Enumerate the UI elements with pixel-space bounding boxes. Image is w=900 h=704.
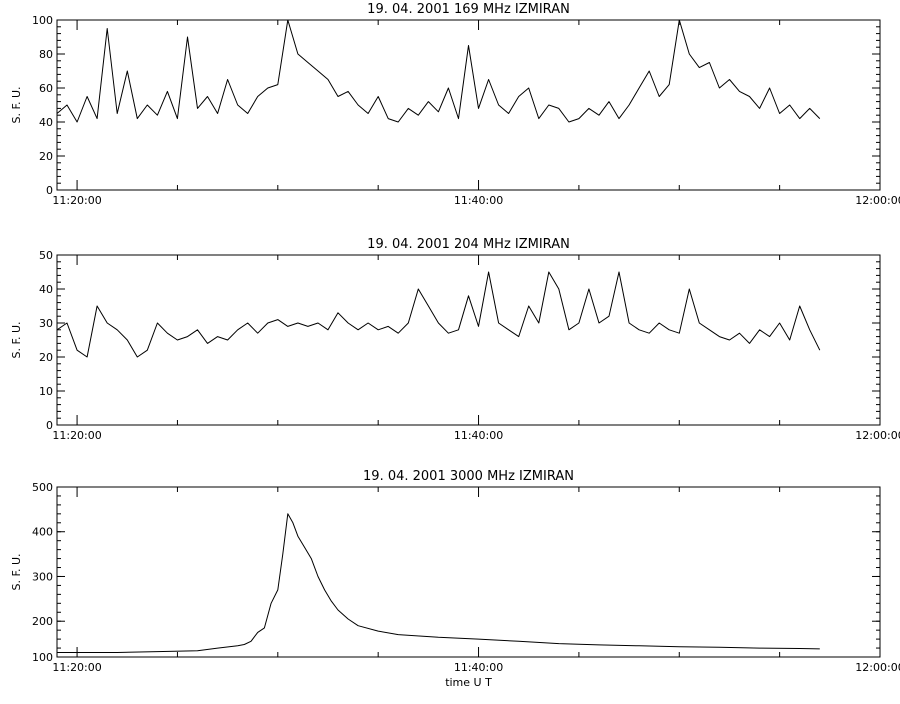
chart-panel-3: 19. 04. 2001 3000 MHz IZMIRAN S. F. U. 100… [10, 469, 900, 689]
y-tick-label: 10 [39, 385, 53, 398]
y-axis-label: S. F. U. [10, 86, 23, 123]
x-tick-label: 11:20:00 [52, 661, 101, 674]
x-tick-label: 11:40:00 [454, 661, 503, 674]
chart-title: 19. 04. 2001 169 MHz IZMIRAN [367, 2, 570, 17]
x-tick-label: 11:20:00 [52, 194, 101, 207]
chart-title: 19. 04. 2001 3000 MHz IZMIRAN [363, 469, 574, 484]
x-tick-label: 12:00:00 [855, 194, 900, 207]
y-tick-label: 40 [39, 116, 53, 129]
y-tick-label: 40 [39, 283, 53, 296]
y-tick-label: 30 [39, 317, 53, 330]
x-tick-label: 12:00:00 [855, 429, 900, 442]
series-line-1 [57, 513, 820, 653]
y-tick-label: 100 [32, 14, 53, 27]
y-axis-label: S. F. U. [10, 553, 23, 590]
y-tick-label: 200 [32, 615, 53, 628]
chart-panel-1: 19. 04. 2001 169 MHz IZMIRAN S. F. U. 0 20 4… [10, 2, 900, 207]
y-tick-label: 300 [32, 570, 53, 583]
x-tick-label: 11:40:00 [454, 429, 503, 442]
plot-frame [56, 254, 881, 426]
y-tick-label: 0 [46, 184, 53, 197]
plot-frame [56, 486, 881, 658]
x-tick-label: 11:20:00 [52, 429, 101, 442]
y-axis-label: S. F. U. [10, 321, 23, 358]
chart-title: 19. 04. 2001 204 MHz IZMIRAN [367, 237, 570, 252]
y-tick-label: 100 [32, 651, 53, 664]
chart-panel-2: 19. 04. 2001 204 MHz IZMIRAN S. F. U. 0 10 2… [10, 237, 900, 442]
y-tick-label: 500 [32, 481, 53, 494]
y-tick-label: 20 [39, 351, 53, 364]
series-line-1 [57, 271, 821, 358]
y-tick-label: 0 [46, 419, 53, 432]
plot-frame [56, 19, 881, 191]
x-axis-label: time U T [445, 676, 492, 689]
y-tick-label: 80 [39, 48, 53, 61]
y-tick-label: 20 [39, 150, 53, 163]
y-tick-label: 60 [39, 82, 53, 95]
x-tick-label: 11:40:00 [454, 194, 503, 207]
y-tick-label: 400 [32, 526, 53, 539]
x-tick-label: 12:00:00 [855, 661, 900, 674]
y-tick-label: 50 [39, 249, 53, 262]
series-line-1 [57, 20, 821, 123]
